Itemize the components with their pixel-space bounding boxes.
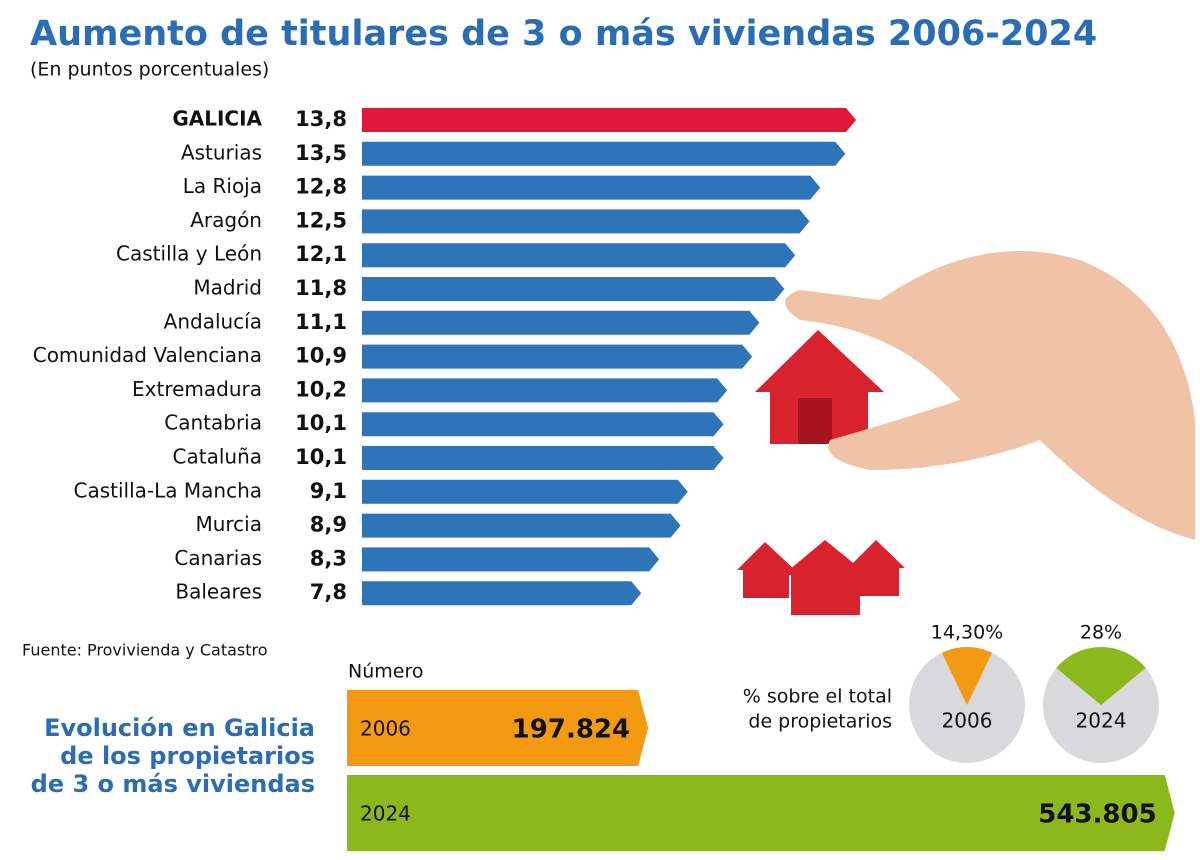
category-label: Murcia [195, 512, 262, 536]
pie-title: de propietarios [748, 711, 892, 733]
bar [362, 513, 681, 538]
bar [362, 310, 760, 335]
value-label: 8,3 [310, 546, 347, 570]
value-label: 13,8 [295, 107, 347, 131]
value-label: 10,9 [295, 344, 347, 368]
category-label: Asturias [181, 140, 262, 164]
category-label: Andalucía [164, 309, 262, 333]
value-label: 9,1 [310, 479, 347, 503]
bar [362, 446, 724, 470]
bar [362, 108, 857, 132]
pie-slice [941, 647, 993, 705]
section-title: Evolución en Galicia [44, 714, 315, 742]
category-label: Cataluña [173, 445, 262, 469]
bar [362, 344, 753, 369]
value-label: 28% [1080, 622, 1122, 644]
value-label: 12,8 [295, 175, 347, 199]
value-label: 14,30% [931, 622, 1003, 644]
category-label: 2006 [942, 709, 993, 733]
category-label: Cantabria [164, 411, 262, 435]
value-label: 13,5 [295, 141, 347, 165]
bar [362, 378, 728, 403]
bar [362, 277, 785, 301]
value-label: 197.824 [512, 715, 630, 745]
category-label: Comunidad Valenciana [33, 343, 262, 367]
category-label: Baleares [175, 580, 262, 604]
house-decoration [737, 251, 1195, 615]
bar [362, 412, 724, 437]
value-label: 7,8 [310, 580, 347, 604]
value-label: 10,2 [295, 377, 347, 401]
category-label: Canarias [174, 546, 262, 570]
category-label: Extremadura [132, 377, 262, 401]
category-label: GALICIA [172, 107, 262, 131]
subtitle: (En puntos porcentuales) [30, 59, 269, 81]
pie-title: % sobre el total [743, 686, 892, 708]
section-title: de los propietarios [60, 742, 315, 770]
value-label: 543.805 [1038, 800, 1156, 830]
bar [362, 175, 821, 200]
value-label: 10,1 [295, 445, 347, 469]
bar [362, 141, 846, 166]
category-label: 2024 [1076, 709, 1127, 733]
title: Aumento de titulares de 3 o más vivienda… [30, 14, 1097, 54]
value-label: 12,1 [295, 242, 347, 266]
category-label: 2006 [360, 717, 411, 741]
category-label: La Rioja [183, 174, 262, 198]
source: Fuente: Provivienda y Catastro [22, 641, 268, 660]
value-label: 10,1 [295, 411, 347, 435]
section-title: de 3 o más viviendas [31, 770, 315, 798]
value-label: 11,8 [295, 276, 347, 300]
category-label: Castilla y León [116, 242, 262, 266]
bar [347, 775, 1175, 851]
bar [362, 243, 796, 268]
bar [362, 547, 660, 572]
bar [362, 479, 688, 504]
category-label: 2024 [360, 802, 411, 826]
bar [347, 690, 649, 766]
value-label: 11,1 [295, 310, 347, 334]
value-label: 12,5 [295, 208, 347, 232]
value-label: 8,9 [310, 513, 347, 537]
category-label: Aragón [190, 208, 262, 232]
bar [362, 581, 642, 606]
category-label: Castilla-La Mancha [74, 478, 263, 502]
section-subtitle: Número [348, 661, 423, 683]
bar [362, 209, 810, 234]
pie-slice [1056, 646, 1146, 705]
category-label: Madrid [193, 276, 262, 300]
